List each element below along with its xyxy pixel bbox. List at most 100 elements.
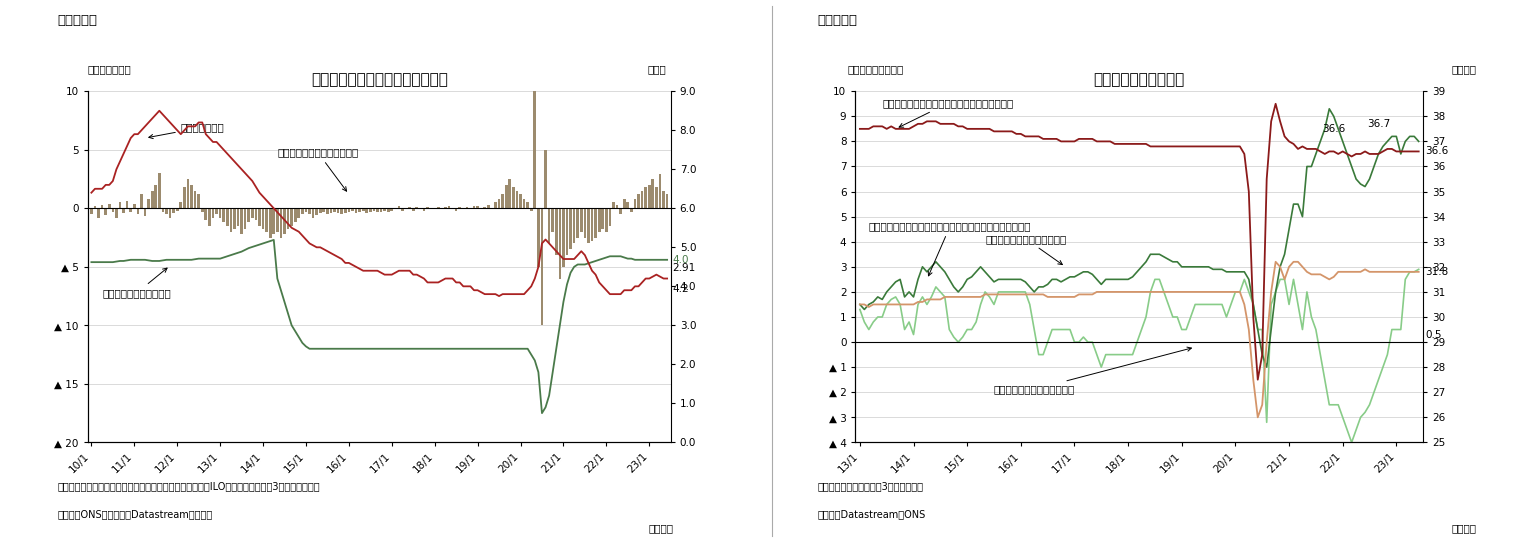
Title: 賃金・労働時間の推移: 賃金・労働時間の推移 bbox=[1093, 72, 1185, 87]
Bar bbox=[157, 173, 160, 208]
Bar bbox=[112, 208, 114, 212]
Text: （月次）: （月次） bbox=[648, 523, 674, 533]
Text: （資料）ONSのデータをDatastreamより取得: （資料）ONSのデータをDatastreamより取得 bbox=[58, 509, 213, 519]
Bar bbox=[383, 208, 386, 211]
Bar bbox=[348, 208, 350, 212]
Bar bbox=[556, 208, 557, 255]
Bar bbox=[651, 179, 654, 208]
Bar bbox=[257, 208, 260, 226]
Text: 申請件数の割合（右軸）: 申請件数の割合（右軸） bbox=[101, 268, 171, 298]
Bar bbox=[176, 208, 179, 211]
Bar bbox=[359, 208, 360, 212]
Text: （前年同期比、％）: （前年同期比、％） bbox=[848, 65, 904, 75]
Bar bbox=[123, 208, 126, 213]
Text: （図表２）: （図表２） bbox=[818, 14, 857, 27]
Bar bbox=[141, 194, 142, 208]
Bar bbox=[415, 207, 418, 208]
Text: パートタイムなど含む労働者の週当たり労働時間（右軸）: パートタイムなど含む労働者の週当たり労働時間（右軸） bbox=[869, 221, 1031, 276]
Bar bbox=[388, 208, 389, 212]
Bar bbox=[354, 208, 357, 213]
Bar bbox=[319, 208, 321, 213]
Bar bbox=[154, 185, 157, 208]
Bar bbox=[312, 208, 315, 218]
Bar bbox=[494, 202, 497, 208]
Bar bbox=[666, 194, 669, 208]
Bar bbox=[519, 194, 522, 208]
Bar bbox=[301, 208, 304, 214]
Bar bbox=[280, 208, 282, 238]
Bar bbox=[590, 208, 593, 241]
Bar bbox=[254, 208, 257, 220]
Bar bbox=[472, 206, 475, 208]
Bar bbox=[330, 208, 332, 213]
Bar bbox=[480, 208, 483, 210]
Bar bbox=[662, 191, 665, 208]
Bar bbox=[412, 208, 415, 211]
Bar bbox=[265, 208, 268, 232]
Bar bbox=[409, 207, 410, 208]
Bar bbox=[269, 208, 271, 238]
Text: （％）: （％） bbox=[648, 65, 666, 75]
Bar bbox=[633, 199, 636, 208]
Bar bbox=[444, 207, 447, 208]
Bar bbox=[236, 208, 239, 226]
Bar bbox=[533, 91, 536, 208]
Bar bbox=[577, 208, 578, 238]
Text: 31.8: 31.8 bbox=[1425, 267, 1449, 277]
Bar bbox=[180, 202, 182, 208]
Text: （図表１）: （図表１） bbox=[58, 14, 97, 27]
Bar bbox=[544, 150, 547, 208]
Text: 週当たり賃金（名目）伸び率: 週当たり賃金（名目）伸び率 bbox=[986, 234, 1066, 264]
Bar bbox=[559, 208, 562, 279]
Bar bbox=[207, 208, 210, 226]
Bar bbox=[609, 208, 612, 226]
Bar bbox=[427, 207, 428, 208]
Bar bbox=[369, 208, 371, 212]
Bar bbox=[566, 208, 568, 255]
Bar bbox=[251, 208, 254, 218]
Bar bbox=[656, 187, 657, 208]
Text: （資料）Datastream、ONS: （資料）Datastream、ONS bbox=[818, 509, 925, 519]
Bar bbox=[627, 202, 630, 208]
Bar bbox=[580, 208, 583, 232]
Bar bbox=[212, 208, 215, 218]
Bar bbox=[606, 208, 607, 232]
Bar bbox=[341, 208, 344, 214]
Bar bbox=[648, 185, 651, 208]
Bar bbox=[462, 208, 465, 210]
Bar bbox=[637, 194, 640, 208]
Bar bbox=[569, 208, 572, 249]
Text: （月次）: （月次） bbox=[1450, 523, 1476, 533]
Bar bbox=[601, 208, 604, 229]
Bar bbox=[616, 205, 618, 208]
Bar bbox=[477, 206, 478, 208]
Bar bbox=[583, 208, 586, 238]
Bar bbox=[247, 208, 250, 222]
Title: 英国の失業保険申請件数、失業率: 英国の失業保険申請件数、失業率 bbox=[310, 72, 448, 87]
Bar bbox=[562, 208, 565, 267]
Text: 失業率（右軸）: 失業率（右軸） bbox=[148, 122, 224, 139]
Bar bbox=[540, 208, 544, 325]
Bar bbox=[454, 208, 457, 211]
Bar bbox=[309, 208, 310, 214]
Bar bbox=[401, 208, 404, 211]
Bar bbox=[133, 204, 136, 208]
Bar bbox=[215, 208, 218, 214]
Bar bbox=[527, 202, 528, 208]
Bar bbox=[147, 199, 150, 208]
Text: 4.0: 4.0 bbox=[672, 255, 689, 265]
Bar bbox=[530, 208, 533, 211]
Bar bbox=[326, 208, 329, 214]
Bar bbox=[336, 208, 339, 213]
Bar bbox=[183, 187, 186, 208]
Bar bbox=[509, 179, 512, 208]
Bar bbox=[465, 207, 468, 208]
Text: 2.91: 2.91 bbox=[672, 263, 696, 273]
Bar bbox=[469, 208, 472, 210]
Bar bbox=[483, 207, 486, 208]
Bar bbox=[459, 207, 462, 208]
Bar bbox=[151, 191, 153, 208]
Bar bbox=[165, 208, 168, 214]
Bar bbox=[391, 208, 394, 211]
Bar bbox=[297, 208, 300, 218]
